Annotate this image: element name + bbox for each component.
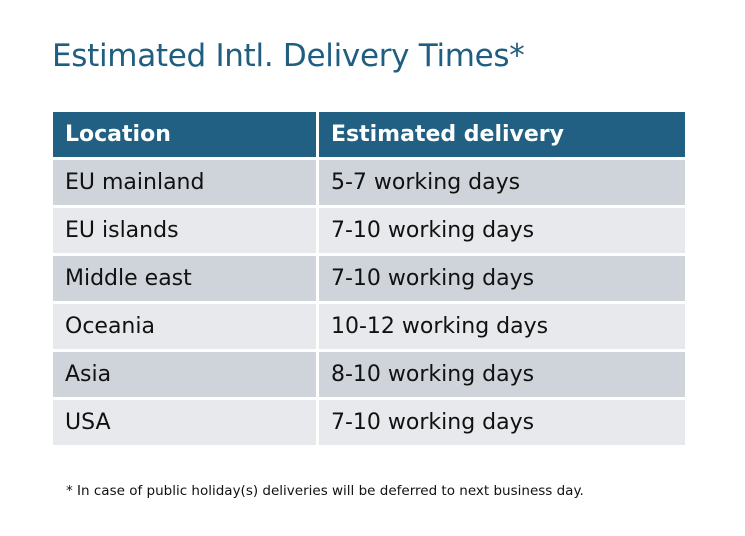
table-row: Middle east 7-10 working days (53, 256, 685, 301)
table-row: USA 7-10 working days (53, 400, 685, 445)
location-cell: EU islands (53, 208, 316, 253)
delivery-cell: 7-10 working days (319, 208, 685, 253)
table-row: Asia 8-10 working days (53, 352, 685, 397)
delivery-cell: 7-10 working days (319, 400, 685, 445)
table-row: EU mainland 5-7 working days (53, 160, 685, 205)
header-estimated-delivery: Estimated delivery (319, 112, 685, 157)
table-header-row: Location Estimated delivery (53, 112, 685, 157)
location-cell: Asia (53, 352, 316, 397)
delivery-cell: 5-7 working days (319, 160, 685, 205)
delivery-cell: 7-10 working days (319, 256, 685, 301)
table-row: EU islands 7-10 working days (53, 208, 685, 253)
delivery-cell: 10-12 working days (319, 304, 685, 349)
location-cell: USA (53, 400, 316, 445)
delivery-cell: 8-10 working days (319, 352, 685, 397)
location-cell: EU mainland (53, 160, 316, 205)
delivery-table: Location Estimated delivery EU mainland … (50, 109, 688, 448)
page-title: Estimated Intl. Delivery Times* (52, 38, 525, 74)
location-cell: Oceania (53, 304, 316, 349)
location-cell: Middle east (53, 256, 316, 301)
table-row: Oceania 10-12 working days (53, 304, 685, 349)
header-location: Location (53, 112, 316, 157)
footnote: * In case of public holiday(s) deliverie… (66, 483, 584, 499)
